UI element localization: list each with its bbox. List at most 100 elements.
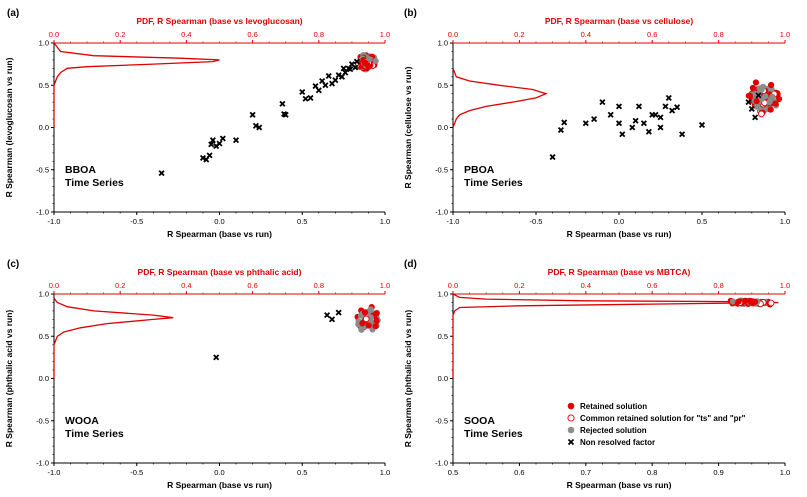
annotation-line: Time Series (464, 428, 523, 440)
solution-cluster (354, 304, 381, 333)
non-resolved-point (325, 72, 332, 79)
retained-point (752, 79, 760, 86)
retained-point (365, 322, 372, 329)
x-tick-label: 0.9 (713, 468, 723, 477)
common-retained-point (362, 315, 370, 323)
top-tick-label: 0.8 (314, 281, 324, 290)
top-tick-label: 0.2 (514, 30, 524, 39)
non-resolved-point (208, 141, 215, 148)
non-resolved-point (324, 312, 331, 319)
retained-point (742, 297, 749, 304)
y-tick-label: 0.5 (39, 81, 49, 90)
x-tick-label: -1.0 (48, 217, 61, 226)
x-tick-label: -0.5 (130, 468, 143, 477)
top-tick-label: 0.2 (115, 30, 125, 39)
non-resolved-point (669, 107, 676, 114)
non-resolved-point (674, 104, 681, 111)
top-tick-label: 1.0 (780, 30, 790, 39)
legend-label-rejected: Rejected solution (580, 426, 647, 435)
rejected-point (758, 86, 765, 93)
y-tick-label: 0.0 (438, 123, 448, 132)
x-tick-label: 0.0 (614, 217, 624, 226)
x-tick-label: 0.5 (448, 468, 458, 477)
x-tick-label: 0.0 (214, 217, 224, 226)
panel-c: (c) -1.0 -0.5 0.0 0.5 1.0 -1.0 -0.5 0.0 0.5 1.0 R S… (4, 259, 390, 490)
non-resolved-point (206, 152, 213, 159)
legend-marker-common-retained (567, 414, 575, 422)
non-resolved-point (249, 111, 256, 118)
retained-point (751, 298, 759, 305)
retained-point (772, 100, 779, 107)
annotation-line: SOOA (464, 415, 495, 427)
top-tick-label: 0.0 (448, 281, 458, 290)
legend-item-non-resolved: Non resolved factor (567, 438, 655, 447)
annotation-line: BBOA (65, 164, 96, 176)
non-resolved-point (329, 316, 336, 323)
top-axis-title: PDF, R Spearman (base vs cellulose) (545, 16, 694, 26)
non-resolved-point (302, 95, 309, 102)
non-resolved-point (679, 131, 686, 138)
y-tick-label: -1.0 (36, 208, 49, 217)
y-tick-label: -0.5 (435, 165, 448, 174)
top-axis: 0.0 0.2 0.4 0.6 0.8 1.0 PDF, R Spearman (base … (49, 267, 390, 295)
top-tick-label: 1.0 (780, 281, 790, 290)
legend-marker-retained (567, 402, 575, 410)
x-tick-label: 1.0 (380, 468, 390, 477)
solution-cluster (745, 79, 783, 118)
annotation-line: PBOA (464, 164, 495, 176)
non-resolved-point (315, 87, 322, 94)
y-axis-title: R Spearman (levoglucosan vs run) (4, 57, 14, 197)
y-tick-label: 0.0 (438, 374, 448, 383)
y-axis: -1.0 -0.5 0.0 0.5 1.0 (435, 290, 454, 468)
non-resolved-point (752, 114, 759, 121)
y-tick-label: -0.5 (435, 416, 448, 425)
annotation-line: WOOA (65, 415, 99, 427)
non-resolved-point (216, 140, 223, 147)
y-tick-label: -0.5 (36, 416, 49, 425)
top-tick-label: 0.4 (581, 30, 591, 39)
panel-a: (a) -1.0 -0.5 0.0 0.5 1.0 -1.0 -0.5 0.0 0.5 1.0 R S… (4, 8, 390, 239)
y-tick-label: 0.5 (438, 332, 448, 341)
y-axis-title: R Spearman (cellulose vs run) (403, 66, 413, 188)
x-tick-label: -0.5 (530, 217, 543, 226)
x-tick-label: 0.5 (697, 217, 707, 226)
panel-label: (d) (404, 259, 417, 270)
panel-label: (a) (7, 8, 19, 19)
top-tick-label: 0.0 (49, 30, 59, 39)
x-tick-label: 0.5 (297, 468, 307, 477)
non-resolved-point (213, 354, 220, 361)
non-resolved-point (607, 111, 614, 118)
non-resolved-point (635, 103, 642, 110)
solution-cluster (355, 52, 379, 73)
panel-d: (d) -1.0 -0.5 0.0 0.5 1.0 0.5 0.6 0.7 0.8 0.9 1.0 R … (403, 259, 790, 490)
annotation-line: Time Series (65, 428, 124, 440)
y-axis-title: R Spearman (phthalic acid vs run) (403, 310, 413, 448)
non-resolved-point (332, 77, 339, 84)
non-resolved-point (282, 111, 289, 118)
retained-point (365, 62, 372, 69)
non-resolved-point (252, 122, 259, 129)
x-tick-label: 0.5 (297, 217, 307, 226)
non-resolved-point (353, 58, 360, 65)
y-axis: -1.0 -0.5 0.0 0.5 1.0 (435, 39, 454, 217)
y-tick-label: 1.0 (438, 39, 448, 48)
retained-point (359, 320, 366, 327)
panels: (a) -1.0 -0.5 0.0 0.5 1.0 -1.0 -0.5 0.0 0.5 1.0 R S… (4, 8, 790, 490)
non-resolved-point (657, 124, 664, 131)
non-resolved-point (599, 99, 606, 106)
panel-label: (c) (7, 259, 19, 270)
top-tick-label: 1.0 (380, 30, 390, 39)
x-tick-label: 0.6 (514, 468, 524, 477)
top-tick-label: 0.4 (181, 30, 191, 39)
non-resolved-point (561, 119, 568, 126)
x-tick-label: 0.7 (581, 468, 591, 477)
x-axis: -1.0 -0.5 0.0 0.5 1.0 R Spearman (base vs run… (447, 211, 790, 239)
non-resolved-point (549, 154, 556, 161)
legend: Retained solution Common retained soluti… (567, 402, 746, 447)
non-resolved-point (755, 92, 762, 99)
top-axis-title: PDF, R Spearman (base vs MBTCA) (548, 267, 691, 277)
non-resolved-point (219, 135, 226, 142)
top-tick-label: 0.4 (181, 281, 191, 290)
